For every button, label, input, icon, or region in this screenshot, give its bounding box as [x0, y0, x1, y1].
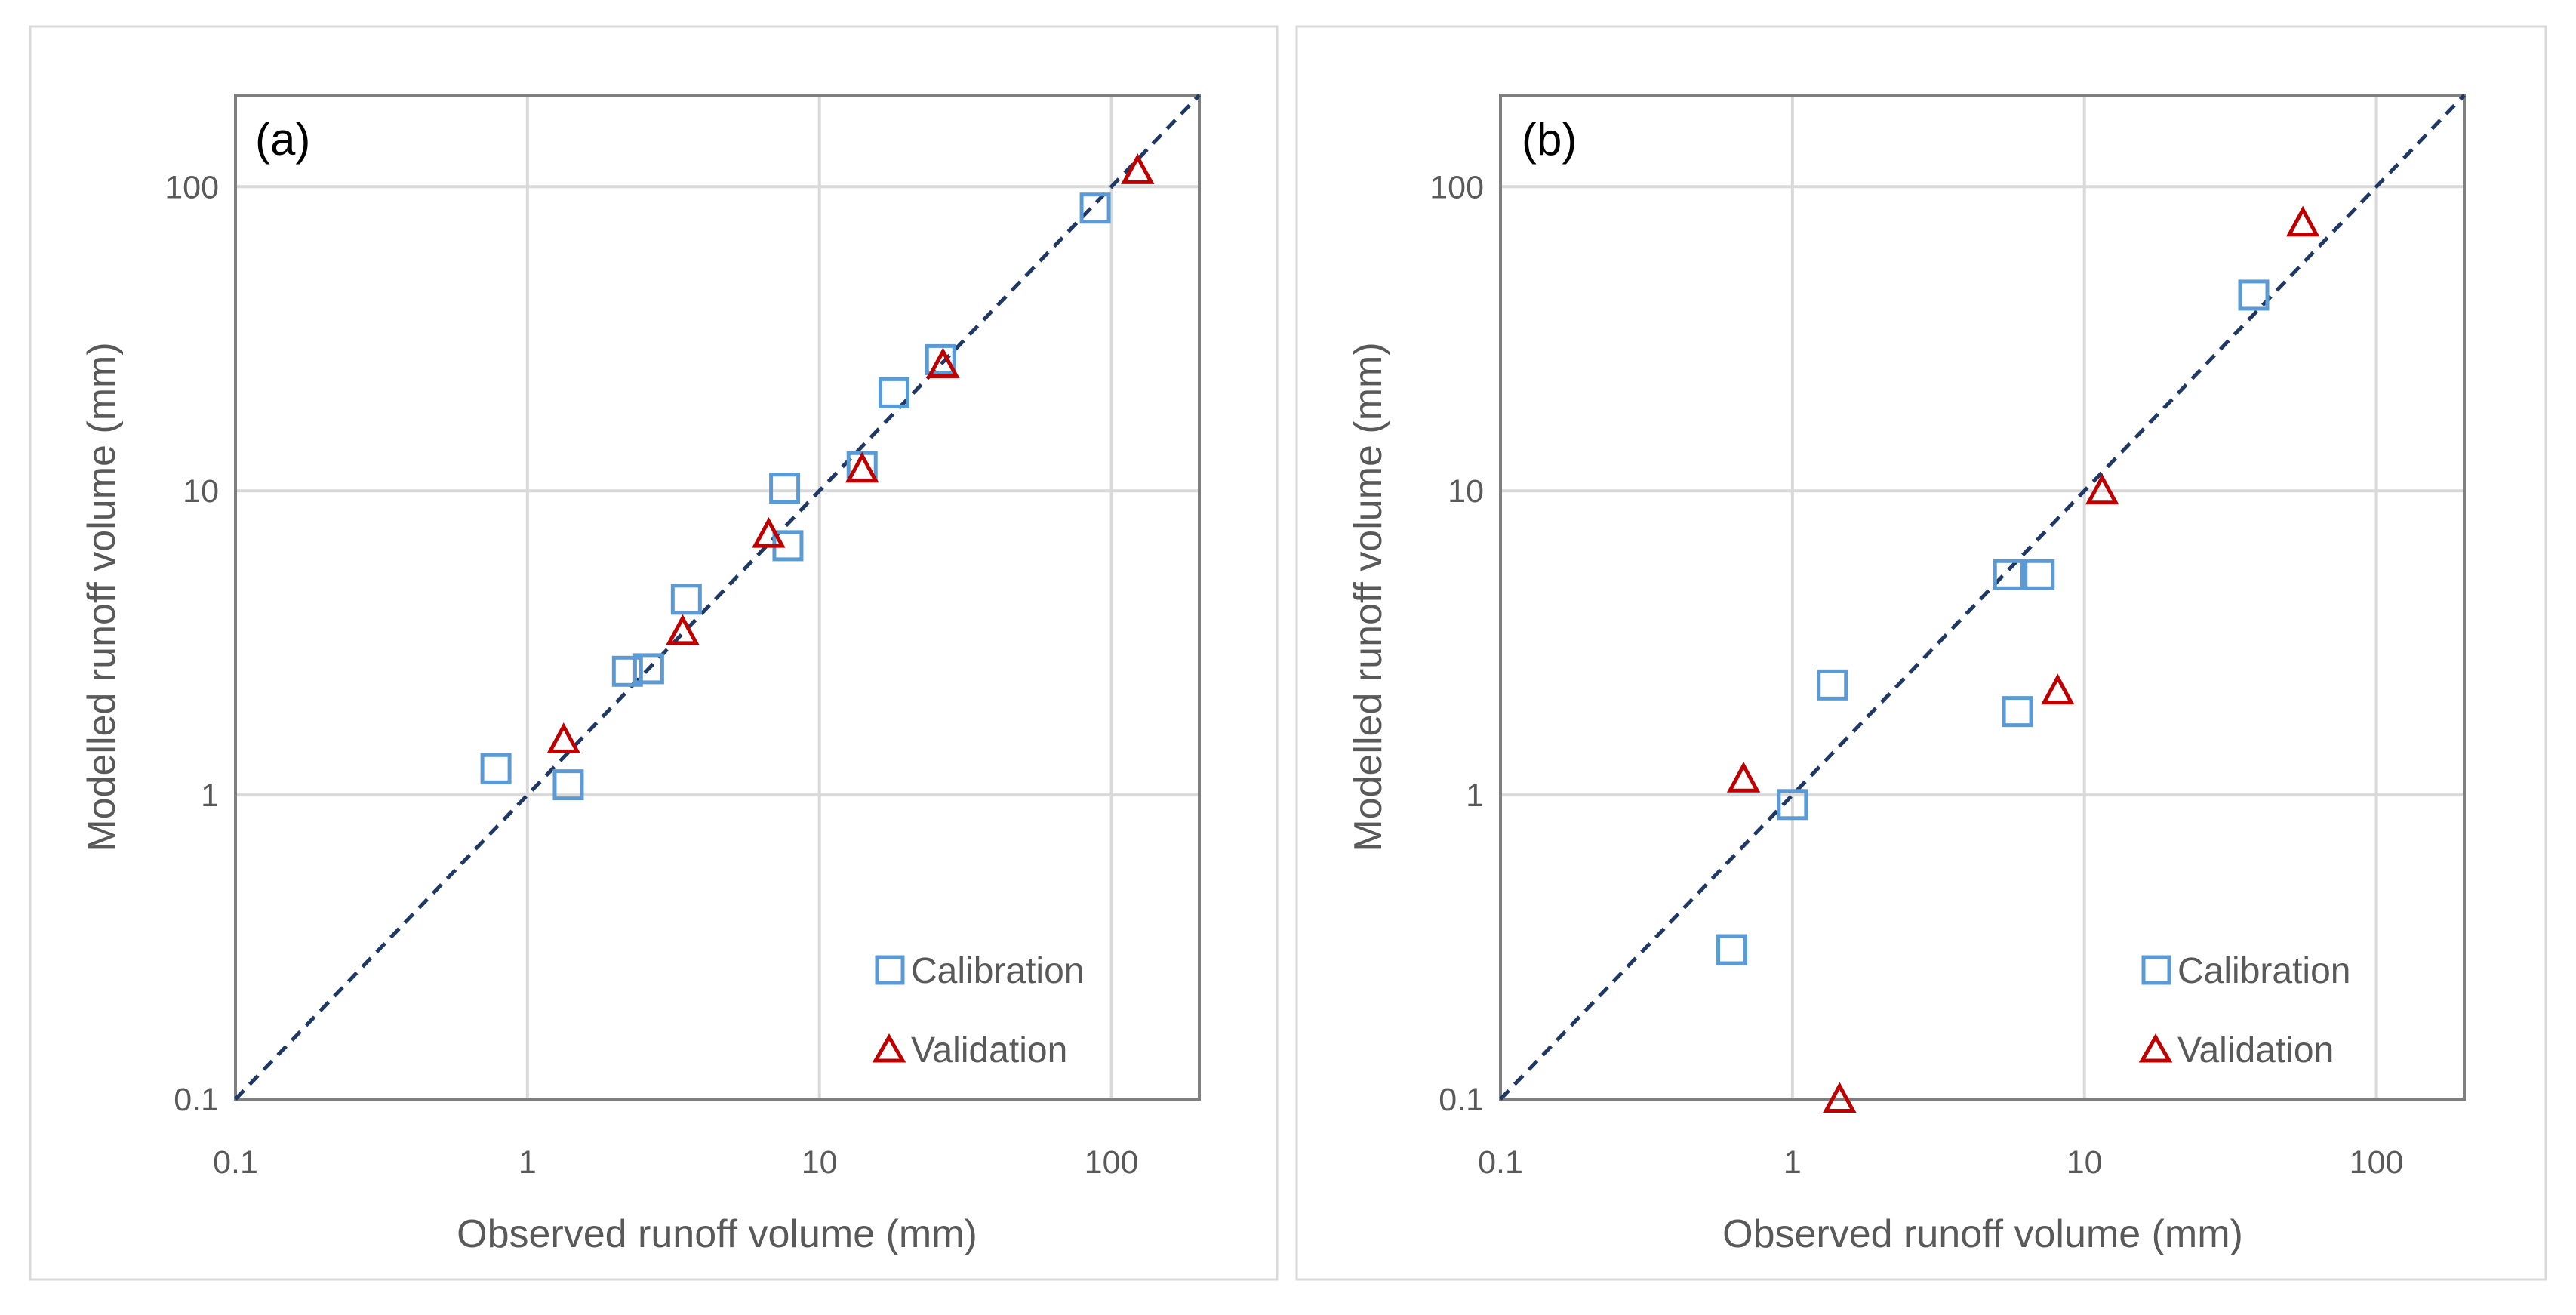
- panel-a-validation-point-0: [546, 722, 580, 753]
- panel-b-tick-labels: 0.1 1 10 100 0.1 1 10 100: [1430, 169, 2403, 1181]
- panel-a-legend-calibration-label: Calibration: [911, 951, 1084, 991]
- panel-b-calibration-point-1: [1777, 789, 1808, 821]
- panel-b-y-tick-label-1: 1: [1466, 778, 1484, 814]
- panel-b-x-axis-title: Observed runoff volume (mm): [1722, 1212, 2243, 1256]
- panel-a-x-tick-label-0: 0.1: [213, 1144, 258, 1181]
- panel-b-calibration-point-2: [1817, 669, 1848, 701]
- panel-b-x-tick-label-0: 0.1: [1478, 1144, 1523, 1181]
- panel-a-legend-calibration-marker: [875, 955, 905, 985]
- panel-a-y-axis-title: Modelled runoff volume (mm): [80, 342, 124, 852]
- panel-b-y-tick-label-2: 10: [1448, 473, 1484, 510]
- chart-panel-b: 0.1 1 10 100 0.1 1 10 100 (b) Observed runoff v…: [1295, 25, 2547, 1281]
- panel-b-calibration-point-6: [2238, 279, 2270, 311]
- panel-b-legend-validation-marker: [2138, 1033, 2173, 1063]
- panel-b-y-tick-label-3: 100: [1430, 169, 1484, 205]
- panel-b-y-axis-title: Modelled runoff volume (mm): [1346, 342, 1390, 852]
- panel-a-validation-point-4: [926, 347, 960, 378]
- panel-a-x-tick-label-3: 100: [1085, 1144, 1139, 1181]
- panel-b-calibration-point-4: [2024, 559, 2055, 590]
- panel-a-calibration-point-2: [611, 655, 643, 687]
- panel-a-y-tick-label-3: 100: [165, 169, 219, 205]
- panel-a-y-tick-label-1: 1: [201, 778, 219, 814]
- panel-a-plot-area: [234, 94, 1201, 1101]
- panel-b-data-points: [1716, 205, 2320, 1113]
- panel-a-calibration-point-8: [878, 377, 909, 408]
- panel-a-calibration-point-4: [670, 584, 702, 615]
- panel-a-tick-labels: 0.1 1 10 100 0.1 1 10 100: [165, 169, 1138, 1181]
- panel-b-x-tick-label-3: 100: [2350, 1144, 2404, 1181]
- panel-a-legend: Calibration Validation: [872, 951, 1084, 1070]
- panel-b-validation-point-3: [2085, 473, 2119, 505]
- panel-b-x-tick-label-1: 1: [1784, 1144, 1802, 1181]
- panel-a-frame: [29, 25, 1279, 1281]
- panel-a-calibration-point-0: [480, 753, 512, 784]
- panel-a-x-tick-label-1: 1: [519, 1144, 537, 1181]
- panel-b-calibration-point-0: [1716, 934, 1748, 965]
- panel-a-legend-validation-label: Validation: [911, 1030, 1067, 1070]
- panel-a-data-points: [480, 153, 1155, 801]
- panel-a-x-axis-title: Observed runoff volume (mm): [457, 1212, 977, 1256]
- panel-b-validation-point-4: [2285, 205, 2320, 237]
- panel-a-validation-point-3: [845, 451, 879, 483]
- panel-a-legend-validation-marker: [872, 1033, 906, 1063]
- panel-a-label: (a): [255, 114, 310, 165]
- panel-b-calibration-point-3: [1993, 559, 2024, 590]
- panel-b-y-tick-label-0: 0.1: [1439, 1082, 1484, 1118]
- panel-a-validation-point-5: [1121, 153, 1155, 184]
- panel-a-y-tick-label-2: 10: [183, 473, 219, 510]
- panel-a-y-tick-label-0: 0.1: [174, 1082, 219, 1118]
- panel-a-one-to-one-line: [234, 94, 1201, 1101]
- panel-b-legend-calibration-marker: [2141, 955, 2171, 985]
- panel-a-calibration-point-1: [552, 769, 584, 801]
- panel-a-calibration-point-10: [1079, 192, 1111, 224]
- panel-b-label: (b): [1522, 114, 1577, 165]
- panel-a-validation-point-2: [752, 516, 786, 548]
- panel-b-validation-point-0: [1726, 761, 1761, 793]
- chart-panel-a: 0.1 1 10 100 0.1 1 10 100 (a) Observed runoff v…: [29, 25, 1279, 1281]
- panel-b-legend-validation-label: Validation: [2177, 1030, 2334, 1070]
- panel-a-calibration-point-5: [769, 473, 801, 504]
- panel-b-validation-point-2: [2041, 673, 2075, 705]
- panel-a-calibration-point-3: [632, 653, 664, 685]
- panel-b-x-tick-label-2: 10: [2067, 1144, 2103, 1181]
- panel-a-x-tick-label-2: 10: [802, 1144, 838, 1181]
- panel-b-legend-calibration-label: Calibration: [2177, 951, 2350, 991]
- panel-b-validation-point-1: [1823, 1082, 1857, 1113]
- panel-a-validation-point-1: [666, 614, 700, 645]
- panel-b-plot-area: [1499, 94, 2466, 1101]
- panel-b-calibration-point-5: [2002, 696, 2033, 728]
- panel-b-one-to-one-line: [1499, 94, 2466, 1101]
- panel-b-frame: [1295, 25, 2547, 1281]
- panel-b-legend: Calibration Validation: [2138, 951, 2350, 1070]
- panel-a-calibration-point-9: [925, 343, 956, 375]
